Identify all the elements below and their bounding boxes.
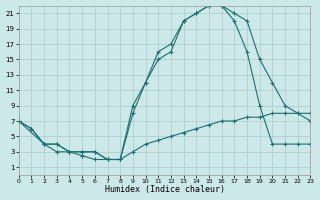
X-axis label: Humidex (Indice chaleur): Humidex (Indice chaleur) — [105, 185, 225, 194]
